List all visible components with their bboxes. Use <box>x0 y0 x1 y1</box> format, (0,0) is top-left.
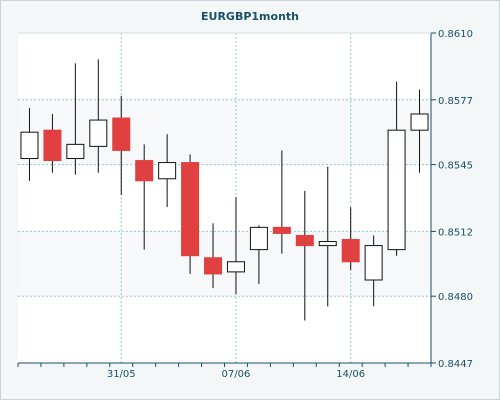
candle-down <box>272 150 291 254</box>
candle-down <box>341 207 360 270</box>
y-tick-label: 0.8577 <box>438 96 473 107</box>
grid-band <box>18 99 431 165</box>
candle-body <box>249 226 268 251</box>
candle-body <box>158 162 177 180</box>
y-tick-label: 0.8447 <box>438 359 473 370</box>
candle-up <box>318 166 337 307</box>
y-tick-label: 0.8480 <box>438 292 473 303</box>
candle-up <box>89 59 108 173</box>
candle-body <box>181 162 200 257</box>
candle-down <box>43 113 62 173</box>
candle-body <box>387 129 406 251</box>
candle-up <box>410 89 429 173</box>
candle-body <box>112 117 131 151</box>
candle-body <box>410 113 429 131</box>
candle-body <box>272 226 291 234</box>
y-tick-label: 0.8545 <box>438 161 473 172</box>
candle-body <box>226 261 245 273</box>
y-tick-label: 0.8512 <box>438 227 473 238</box>
candle-up <box>226 196 245 295</box>
x-tick-label: 07/06 <box>222 369 251 380</box>
candle-down <box>181 154 200 274</box>
candle-body <box>135 160 154 182</box>
candle-down <box>135 144 154 250</box>
x-tick-label: 14/06 <box>336 369 365 380</box>
candle-up <box>249 225 268 285</box>
candle-down <box>204 223 223 289</box>
candle-body <box>66 143 85 160</box>
candle-body <box>89 119 108 147</box>
candle-body <box>341 239 360 263</box>
candle-body <box>318 241 337 247</box>
candle-body <box>20 131 39 160</box>
grid-lines <box>18 33 431 363</box>
horizontal-bands <box>18 99 431 297</box>
x-tick-label: 31/05 <box>107 369 136 380</box>
candle-up <box>158 134 177 208</box>
grid-band <box>18 231 431 297</box>
candle-up <box>364 235 383 307</box>
candle-up <box>66 63 85 175</box>
candle-down <box>112 95 131 195</box>
candle-body <box>204 257 223 275</box>
y-tick-label: 0.8610 <box>438 29 473 40</box>
axes <box>17 32 436 367</box>
candles <box>20 59 429 321</box>
candle-up <box>387 81 406 256</box>
plot-area <box>18 33 431 363</box>
candle-body <box>364 245 383 281</box>
candle-body <box>295 234 314 247</box>
tick-labels: 0.8610 0.8577 0.8545 0.8512 0.8480 0.8447 31/0… <box>107 29 473 380</box>
candle-body <box>43 129 62 162</box>
candle-up <box>20 107 39 181</box>
chart-title: EURGBP1month <box>201 10 299 23</box>
candle-down <box>295 190 314 321</box>
